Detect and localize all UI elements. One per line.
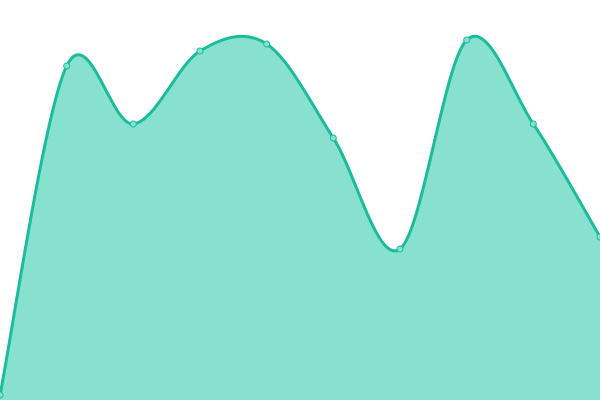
data-point-2 [129, 120, 137, 128]
data-point-9 [596, 233, 600, 241]
data-points [0, 36, 600, 399]
data-point-4 [263, 40, 271, 48]
data-point-6 [396, 245, 404, 253]
data-point-7 [463, 36, 471, 44]
series-line [0, 34, 600, 396]
series-area [0, 36, 600, 400]
data-point-1 [63, 62, 71, 70]
data-point-3 [196, 47, 204, 55]
data-point-8 [529, 120, 537, 128]
data-point-5 [329, 134, 337, 142]
data-point-0 [0, 391, 4, 399]
